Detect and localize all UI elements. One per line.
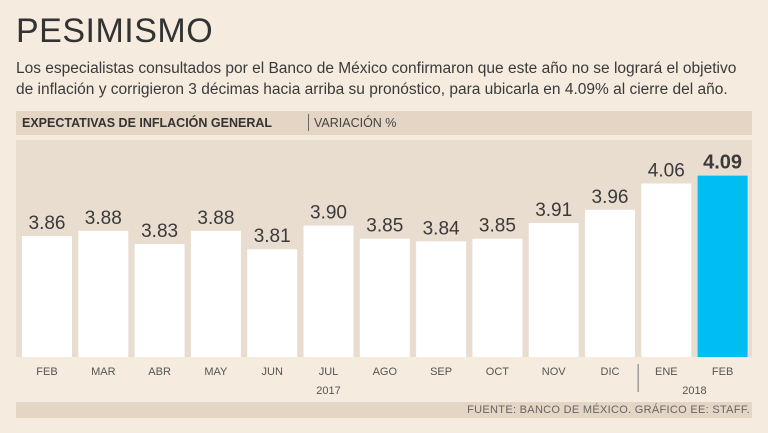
x-tick-label: NOV xyxy=(542,366,567,378)
bar-value-label: 3.86 xyxy=(29,213,66,234)
year-group-label: 2017 xyxy=(316,385,340,397)
bar-oct-8 xyxy=(472,238,523,357)
x-tick-label: AGO xyxy=(373,366,398,378)
bar-value-label: 3.84 xyxy=(423,218,460,239)
bar-ene-11 xyxy=(641,183,692,357)
bar-value-label: 3.88 xyxy=(85,208,122,229)
year-group-label: 2018 xyxy=(682,385,706,397)
bar-dic-10 xyxy=(585,209,635,357)
chart-header: EXPECTATIVAS DE INFLACIÓN GENERAL VARIAC… xyxy=(16,111,752,135)
bar-value-label: 3.90 xyxy=(310,203,347,224)
bar-value-label: 3.96 xyxy=(592,187,629,208)
bar-may-3 xyxy=(190,230,241,357)
page-title: PESIMISMO xyxy=(16,12,214,50)
x-tick-label: SEP xyxy=(430,366,452,378)
x-tick-label: FEB xyxy=(36,366,57,378)
x-tick-label: JUN xyxy=(262,366,283,378)
footer-band xyxy=(16,402,752,418)
bar-feb-12 xyxy=(697,175,748,357)
bar-value-label: 3.85 xyxy=(479,216,516,237)
chart-title: EXPECTATIVAS DE INFLACIÓN GENERAL xyxy=(22,116,273,130)
bar-value-label: 3.81 xyxy=(254,226,291,247)
bar-value-label: 3.85 xyxy=(366,216,403,237)
bar-value-label: 3.91 xyxy=(535,200,572,221)
x-tick-label: ABR xyxy=(148,366,171,378)
bar-jun-4 xyxy=(247,249,298,357)
x-tick-label: ENE xyxy=(655,366,678,378)
header-divider xyxy=(308,114,309,131)
bar-sep-7 xyxy=(416,241,467,357)
x-tick-label: DIC xyxy=(601,366,620,378)
source-credit: FUENTE: BANCO DE MÉXICO. GRÁFICO EE: STA… xyxy=(467,404,750,416)
description: Los especialistas consultados por el Ban… xyxy=(16,60,737,98)
bar-mar-1 xyxy=(78,230,129,357)
bar-ago-6 xyxy=(359,238,410,357)
bar-value-label: 4.09 xyxy=(703,152,742,174)
bar-value-label: 4.06 xyxy=(648,161,685,182)
bar-nov-9 xyxy=(528,222,579,357)
x-tick-label: FEB xyxy=(712,366,733,378)
bar-abr-2 xyxy=(134,243,185,357)
bar-value-label: 3.88 xyxy=(197,208,234,229)
x-tick-label: OCT xyxy=(486,366,510,378)
bar-value-label: 3.83 xyxy=(141,221,178,242)
x-tick-label: MAR xyxy=(91,366,116,378)
x-tick-label: MAY xyxy=(204,366,228,378)
bar-feb-0 xyxy=(22,236,72,357)
bar-jul-5 xyxy=(303,225,354,357)
chart-unit-label: VARIACIÓN % xyxy=(314,116,397,130)
x-tick-label: JUL xyxy=(319,366,339,378)
